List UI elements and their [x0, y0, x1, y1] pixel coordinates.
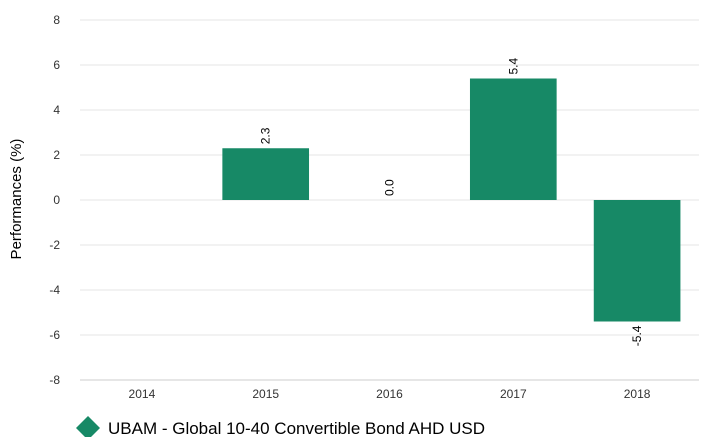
- y-tick-label: 6: [53, 58, 60, 72]
- bar-2017[interactable]: [469, 78, 557, 201]
- y-tick-label: -6: [49, 328, 60, 342]
- x-tick-label: 2015: [252, 387, 279, 401]
- y-tick-label: 8: [53, 13, 60, 27]
- bar-2018[interactable]: [593, 200, 681, 322]
- data-label-2017: 5.4: [506, 57, 520, 74]
- legend-diamond-marker: [76, 416, 100, 437]
- y-axis-title: Performances (%): [8, 139, 25, 260]
- bar-2015[interactable]: [222, 148, 310, 200]
- y-tick-label: 0: [53, 193, 60, 207]
- x-tick-label: 2014: [129, 387, 156, 401]
- data-label-2018: -5.4: [630, 325, 644, 346]
- y-tick-label: -2: [49, 238, 60, 252]
- data-label-2015: 2.3: [259, 127, 273, 144]
- x-tick-label: 2017: [500, 387, 527, 401]
- x-axis-ticks: 2014 2015 2016 2017 2018: [129, 387, 651, 401]
- y-tick-label: -4: [49, 283, 60, 297]
- legend[interactable]: UBAM - Global 10-40 Convertible Bond AHD…: [76, 416, 485, 437]
- data-label-2016: 0.0: [383, 179, 397, 196]
- bars: [222, 78, 681, 322]
- gridlines: [80, 19, 699, 381]
- data-labels: 2.3 0.0 5.4 -5.4: [259, 57, 644, 346]
- x-tick-label: 2016: [376, 387, 403, 401]
- y-tick-label: 4: [53, 103, 60, 117]
- legend-label: UBAM - Global 10-40 Convertible Bond AHD…: [108, 419, 485, 437]
- y-tick-label: -8: [49, 373, 60, 387]
- y-tick-label: 2: [53, 148, 60, 162]
- y-axis-ticks: 8 6 4 2 0 -2 -4 -6 -8: [49, 13, 60, 387]
- x-tick-label: 2018: [624, 387, 651, 401]
